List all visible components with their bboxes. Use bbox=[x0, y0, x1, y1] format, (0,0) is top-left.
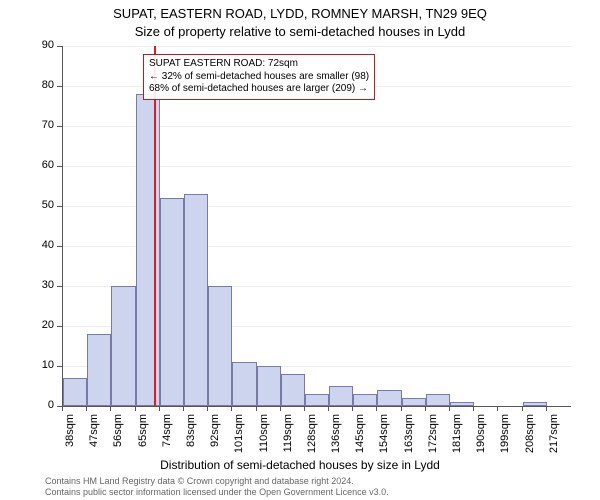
gridline bbox=[63, 46, 571, 47]
histogram-bar bbox=[208, 286, 232, 406]
xtick-label: 199sqm bbox=[499, 414, 511, 454]
xtick-label: 110sqm bbox=[258, 414, 270, 454]
annotation-box: SUPAT EASTERN ROAD: 72sqm← 32% of semi-d… bbox=[143, 54, 375, 100]
marker-line bbox=[154, 46, 156, 406]
ytick-mark bbox=[57, 206, 62, 207]
xtick-mark bbox=[207, 406, 208, 411]
xtick-label: 101sqm bbox=[233, 414, 245, 454]
xtick-label: 83sqm bbox=[185, 414, 197, 454]
xtick-mark bbox=[328, 406, 329, 411]
xtick-label: 56sqm bbox=[112, 414, 124, 454]
ytick-label: 40 bbox=[32, 239, 54, 251]
ytick-label: 80 bbox=[32, 79, 54, 91]
annotation-line2: ← 32% of semi-detached houses are smalle… bbox=[149, 71, 369, 84]
ytick-mark bbox=[57, 366, 62, 367]
xtick-mark bbox=[86, 406, 87, 411]
ytick-label: 10 bbox=[32, 359, 54, 371]
ytick-label: 90 bbox=[32, 39, 54, 51]
xtick-label: 145sqm bbox=[354, 414, 366, 454]
ytick-label: 70 bbox=[32, 119, 54, 131]
xtick-mark bbox=[522, 406, 523, 411]
footer-line1: Contains HM Land Registry data © Crown c… bbox=[45, 476, 389, 487]
ytick-mark bbox=[57, 126, 62, 127]
histogram-bar bbox=[87, 334, 111, 406]
xtick-label: 74sqm bbox=[161, 414, 173, 454]
histogram-bar bbox=[305, 394, 329, 406]
xtick-label: 92sqm bbox=[209, 414, 221, 454]
histogram-bar bbox=[281, 374, 305, 406]
xtick-mark bbox=[280, 406, 281, 411]
histogram-bar bbox=[329, 386, 353, 406]
histogram-bar bbox=[523, 402, 547, 406]
ytick-mark bbox=[57, 46, 62, 47]
histogram-bar bbox=[184, 194, 208, 406]
xtick-mark bbox=[352, 406, 353, 411]
plot-area: SUPAT EASTERN ROAD: 72sqm← 32% of semi-d… bbox=[62, 46, 571, 407]
xtick-mark bbox=[110, 406, 111, 411]
xtick-label: 47sqm bbox=[88, 414, 100, 454]
histogram-bar bbox=[402, 398, 426, 406]
xtick-label: 217sqm bbox=[548, 414, 560, 454]
xtick-label: 65sqm bbox=[137, 414, 149, 454]
xtick-mark bbox=[304, 406, 305, 411]
xtick-mark bbox=[449, 406, 450, 411]
xtick-mark bbox=[376, 406, 377, 411]
xtick-label: 181sqm bbox=[451, 414, 463, 454]
ytick-label: 0 bbox=[32, 399, 54, 411]
xtick-label: 163sqm bbox=[403, 414, 415, 454]
footer-attribution: Contains HM Land Registry data © Crown c… bbox=[45, 476, 389, 498]
histogram-bar bbox=[377, 390, 401, 406]
histogram-bar bbox=[450, 402, 474, 406]
xtick-label: 208sqm bbox=[524, 414, 536, 454]
xtick-mark bbox=[497, 406, 498, 411]
xtick-label: 38sqm bbox=[64, 414, 76, 454]
histogram-bar bbox=[353, 394, 377, 406]
ytick-label: 50 bbox=[32, 199, 54, 211]
xtick-label: 128sqm bbox=[306, 414, 318, 454]
xtick-label: 136sqm bbox=[330, 414, 342, 454]
xtick-label: 190sqm bbox=[475, 414, 487, 454]
annotation-line3: 68% of semi-detached houses are larger (… bbox=[149, 83, 369, 96]
xtick-label: 172sqm bbox=[427, 414, 439, 454]
xtick-mark bbox=[425, 406, 426, 411]
xtick-mark bbox=[135, 406, 136, 411]
ytick-mark bbox=[57, 166, 62, 167]
xtick-mark bbox=[183, 406, 184, 411]
xtick-mark bbox=[159, 406, 160, 411]
x-axis-label: Distribution of semi-detached houses by … bbox=[0, 458, 600, 472]
xtick-mark bbox=[231, 406, 232, 411]
ytick-mark bbox=[57, 246, 62, 247]
xtick-mark bbox=[473, 406, 474, 411]
ytick-mark bbox=[57, 326, 62, 327]
histogram-bar bbox=[232, 362, 256, 406]
chart-container: SUPAT, EASTERN ROAD, LYDD, ROMNEY MARSH,… bbox=[0, 0, 600, 500]
histogram-bar bbox=[63, 378, 87, 406]
xtick-label: 154sqm bbox=[378, 414, 390, 454]
chart-title-line1: SUPAT, EASTERN ROAD, LYDD, ROMNEY MARSH,… bbox=[0, 6, 600, 21]
histogram-bar bbox=[111, 286, 135, 406]
ytick-label: 30 bbox=[32, 279, 54, 291]
ytick-mark bbox=[57, 86, 62, 87]
annotation-line1: SUPAT EASTERN ROAD: 72sqm bbox=[149, 58, 369, 71]
footer-line2: Contains public sector information licen… bbox=[45, 487, 389, 498]
ytick-label: 60 bbox=[32, 159, 54, 171]
histogram-bar bbox=[257, 366, 281, 406]
ytick-label: 20 bbox=[32, 319, 54, 331]
xtick-label: 119sqm bbox=[282, 414, 294, 454]
ytick-mark bbox=[57, 286, 62, 287]
histogram-bar bbox=[426, 394, 450, 406]
xtick-mark bbox=[62, 406, 63, 411]
xtick-mark bbox=[401, 406, 402, 411]
chart-title-line2: Size of property relative to semi-detach… bbox=[0, 24, 600, 39]
xtick-mark bbox=[546, 406, 547, 411]
xtick-mark bbox=[256, 406, 257, 411]
histogram-bar bbox=[160, 198, 184, 406]
